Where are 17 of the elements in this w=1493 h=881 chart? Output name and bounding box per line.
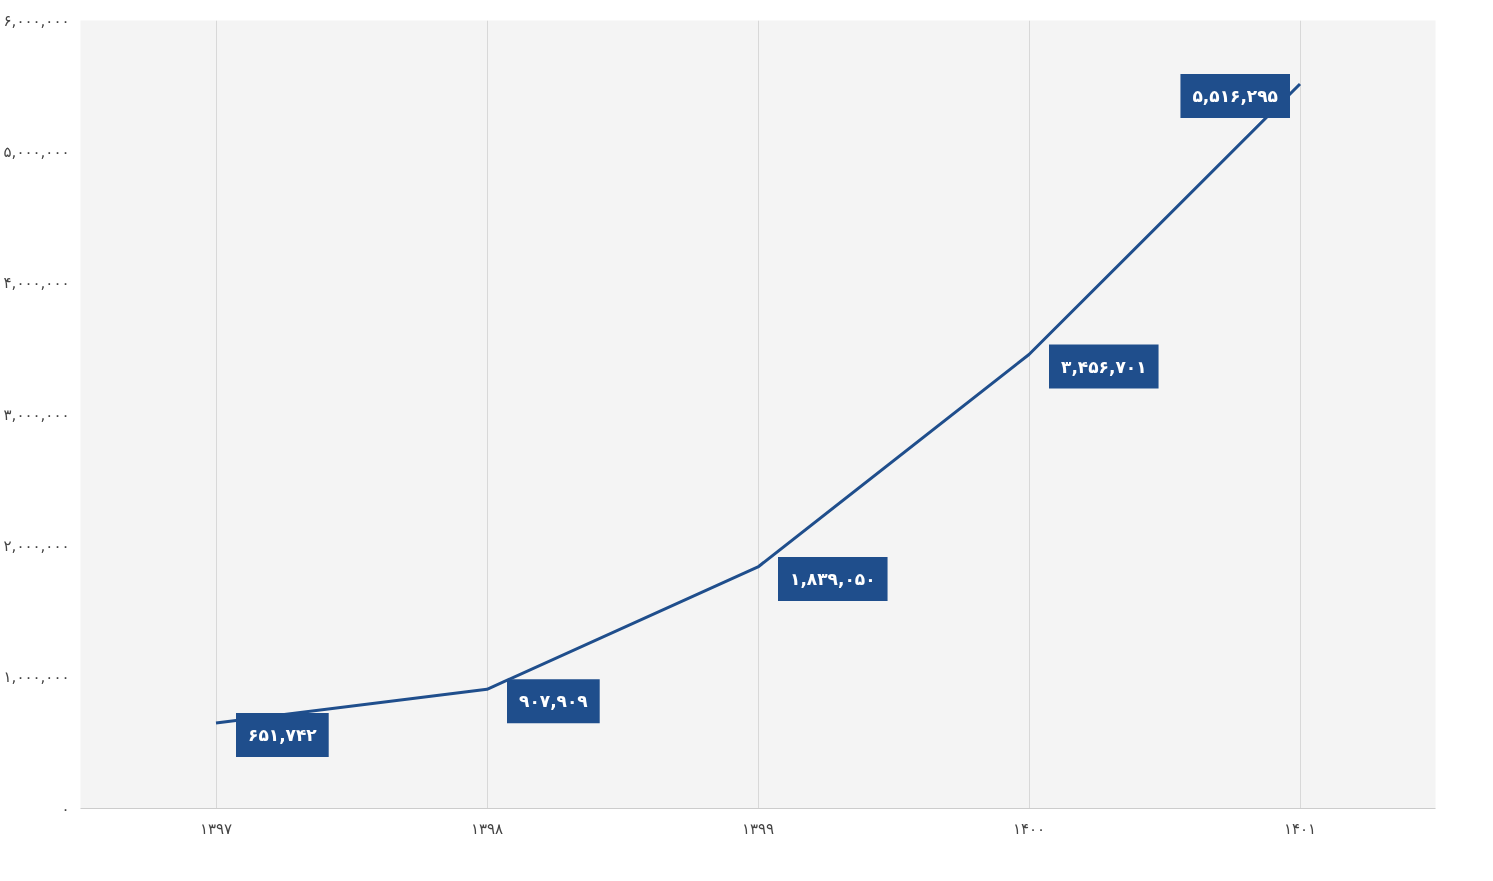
- data-label: ۹۰۷,۹۰۹: [519, 691, 589, 712]
- y-tick-label: ۳,۰۰۰,۰۰۰: [3, 405, 70, 424]
- x-tick-label: ۱۳۹۹: [741, 819, 775, 838]
- data-label: ۵,۵۱۶,۲۹۵: [1192, 86, 1279, 107]
- data-label: ۱,۸۳۹,۰۵۰: [790, 568, 876, 589]
- y-tick-label: ۲,۰۰۰,۰۰۰: [3, 536, 70, 555]
- y-tick-label: ۰: [61, 799, 70, 818]
- data-label: ۶۵۱,۷۴۲: [248, 724, 318, 745]
- y-tick-label: ۱,۰۰۰,۰۰۰: [3, 668, 70, 687]
- x-tick-label: ۱۴۰۰: [1012, 819, 1046, 838]
- data-label: ۳,۴۵۶,۷۰۱: [1061, 356, 1147, 377]
- x-tick-label: ۱۳۹۸: [470, 819, 504, 838]
- x-tick-label: ۱۳۹۷: [199, 819, 233, 838]
- y-tick-label: ۶,۰۰۰,۰۰۰: [3, 11, 70, 30]
- y-tick-label: ۴,۰۰۰,۰۰۰: [3, 274, 70, 293]
- y-tick-label: ۵,۰۰۰,۰۰۰: [3, 142, 70, 161]
- x-tick-label: ۱۴۰۱: [1283, 819, 1317, 838]
